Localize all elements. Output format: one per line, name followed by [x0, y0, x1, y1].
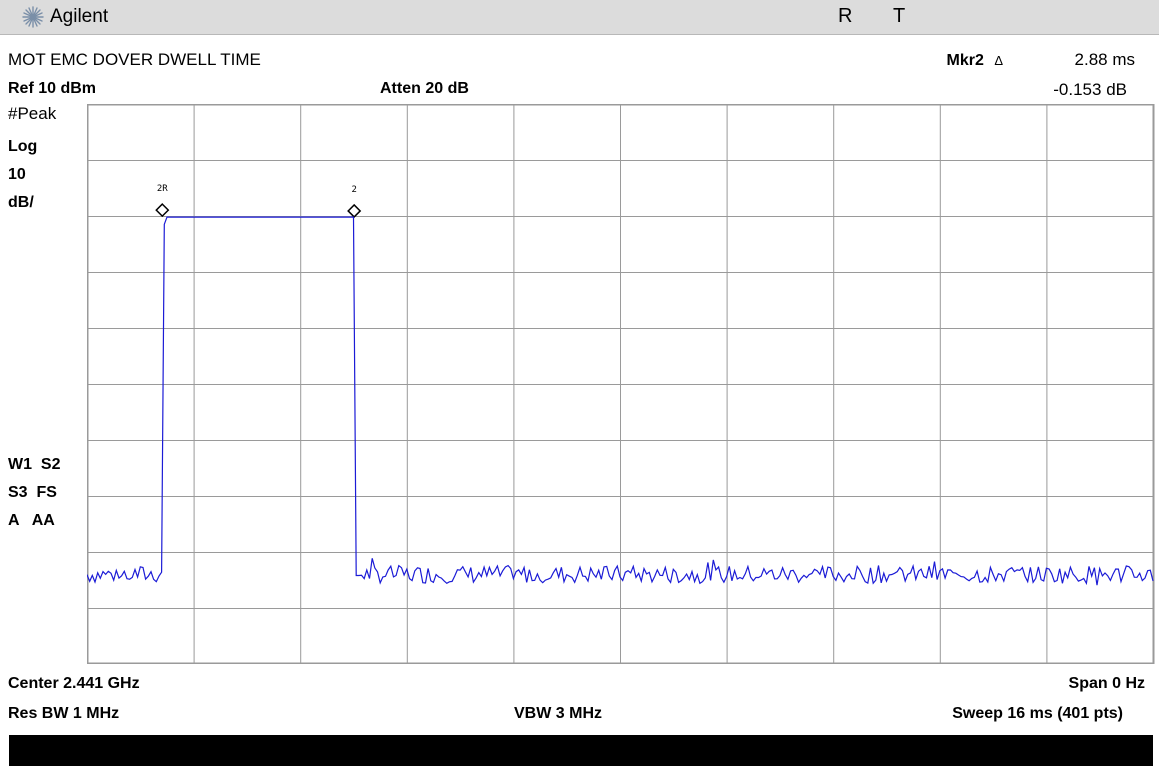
trigger-indicator: T	[893, 5, 906, 27]
trace-status-1: W1 S2	[8, 456, 61, 473]
scale-unit: dB/	[8, 194, 34, 211]
brand-name: Agilent	[50, 6, 109, 27]
status-message-bar	[9, 735, 1153, 766]
graticule-grid	[87, 104, 1155, 664]
trace-plot: 2R 2	[87, 104, 1155, 664]
marker-layer: 2R 2	[155, 184, 362, 219]
marker-diamond	[155, 203, 170, 218]
trace-status-2: S3 FS	[8, 484, 57, 501]
video-bandwidth: VBW 3 MHz	[514, 705, 602, 722]
scale-type: Log	[8, 138, 38, 155]
span: Span 0 Hz	[1068, 675, 1145, 692]
delta-symbol: Δ	[994, 53, 1003, 68]
title-bar: Agilent R T	[0, 0, 1159, 35]
detector-mode: #Peak	[8, 104, 57, 123]
agilent-spark-icon	[22, 6, 44, 28]
scale-value: 10	[8, 166, 26, 183]
center-frequency: Center 2.441 GHz	[8, 675, 140, 692]
trace-line	[87, 216, 1154, 586]
trace-status-3: A AA	[8, 512, 55, 529]
ref-level: Ref 10 dBm	[8, 80, 97, 97]
marker-diamond	[347, 203, 362, 219]
left-annotation-panel: #Peak Log 10 dB/ W1 S2 S3 FS A AA	[8, 104, 88, 664]
marker-readout-label: Mkr2 Δ	[947, 52, 1004, 70]
marker-label: 2R	[157, 184, 168, 194]
spectrum-display: 2R 2	[87, 104, 1159, 664]
resolution-bandwidth: Res BW 1 MHz	[8, 705, 120, 722]
marker-amplitude-readout: -0.153 dB	[1053, 80, 1127, 99]
screen-title: MOT EMC DOVER DWELL TIME	[8, 50, 261, 69]
attenuation: Atten 20 dB	[380, 80, 469, 97]
marker-label: 2	[351, 185, 356, 195]
marker-time-readout: 2.88 ms	[1074, 50, 1135, 69]
remote-indicator: R	[838, 5, 853, 27]
sweep-time: Sweep 16 ms (401 pts)	[952, 705, 1123, 722]
marker-name: Mkr2	[946, 52, 984, 69]
